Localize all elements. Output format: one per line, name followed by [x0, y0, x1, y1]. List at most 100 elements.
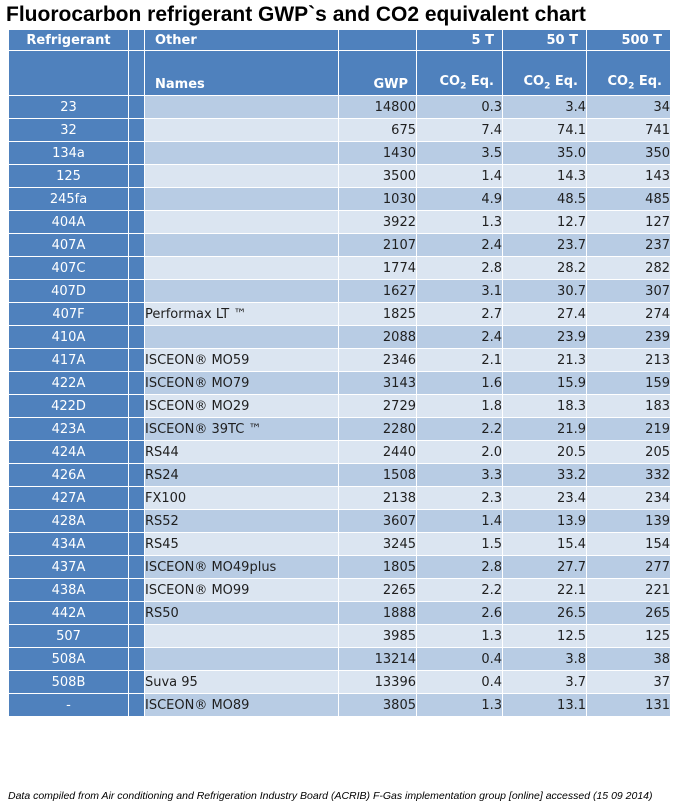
source-footnote: Data compiled from Air conditioning and …: [8, 790, 653, 802]
table-row: 23 14800 0.3 3.4 34: [8, 95, 671, 119]
gwp-cell: 2280: [338, 417, 417, 441]
co2-eq-5t-cell: 2.2: [416, 578, 503, 602]
spacer-column: [128, 440, 145, 464]
co2-eq-500t-cell: 205: [586, 440, 671, 464]
refrigerant-cell: 407A: [8, 233, 129, 257]
spacer-column: [128, 256, 145, 280]
co2-eq-5t-cell: 2.1: [416, 348, 503, 372]
co2-eq-5t-cell: 1.4: [416, 164, 503, 188]
co2-eq-50t-cell: 18.3: [502, 394, 587, 418]
co2-eq-50t-cell: 28.2: [502, 256, 587, 280]
co2-eq-500t-cell: 274: [586, 302, 671, 326]
spacer-column: [128, 118, 145, 142]
name-cell: ISCEON® 39TC ™: [144, 417, 339, 441]
refrigerant-cell: 423A: [8, 417, 129, 441]
co2-eq-500t-cell: 143: [586, 164, 671, 188]
refrigerant-cell: 404A: [8, 210, 129, 234]
spacer-column: [128, 325, 145, 349]
co2-eq-5t-cell: 2.8: [416, 555, 503, 579]
co2-eq-5t-cell: 3.5: [416, 141, 503, 165]
gwp-cell: 2265: [338, 578, 417, 602]
table-row: 407D 1627 3.1 30.7 307: [8, 279, 671, 303]
co2-eq-5t-cell: 2.0: [416, 440, 503, 464]
refrigerant-cell: -: [8, 693, 129, 717]
spacer-column: [128, 29, 145, 51]
gwp-cell: 3922: [338, 210, 417, 234]
gwp-cell: 13396: [338, 670, 417, 694]
spacer-column: [128, 463, 145, 487]
name-cell: ISCEON® MO89: [144, 693, 339, 717]
gwp-cell: 1825: [338, 302, 417, 326]
table-row: 407F Performax LT ™ 1825 2.7 27.4 274: [8, 302, 671, 326]
gwp-cell: 2729: [338, 394, 417, 418]
co2-eq-500t-cell: 125: [586, 624, 671, 648]
table-row: 407C 1774 2.8 28.2 282: [8, 256, 671, 280]
co2-eq-500t-cell: 741: [586, 118, 671, 142]
co2-eq-500t-cell: 219: [586, 417, 671, 441]
table-row: 507 3985 1.3 12.5 125: [8, 624, 671, 648]
refrigerant-cell: 438A: [8, 578, 129, 602]
name-cell: [144, 210, 339, 234]
table-row: 32 675 7.4 74.1 741: [8, 118, 671, 142]
refrigerant-cell: 428A: [8, 509, 129, 533]
spacer-column: [128, 164, 145, 188]
refrigerant-cell: 23: [8, 95, 129, 119]
gwp-cell: 3143: [338, 371, 417, 395]
spacer-column: [128, 509, 145, 533]
co2-eq-500t-cell: 127: [586, 210, 671, 234]
col-header-co2-eq-50t: CO2 Eq.: [502, 50, 587, 96]
co2-eq-50t-cell: 23.4: [502, 486, 587, 510]
gwp-cell: 1030: [338, 187, 417, 211]
name-cell: ISCEON® MO49plus: [144, 555, 339, 579]
table-row: 442A RS50 1888 2.6 26.5 265: [8, 601, 671, 625]
col-header-other: Other: [144, 29, 339, 51]
col-header-5t: 5 T: [416, 29, 503, 51]
name-cell: FX100: [144, 486, 339, 510]
co2-eq-5t-cell: 2.7: [416, 302, 503, 326]
co2-eq-50t-cell: 20.5: [502, 440, 587, 464]
refrigerant-cell: 245fa: [8, 187, 129, 211]
spacer-column: [128, 210, 145, 234]
name-cell: [144, 187, 339, 211]
co2-eq-50t-cell: 48.5: [502, 187, 587, 211]
spacer-column: [128, 670, 145, 694]
co2-eq-5t-cell: 1.5: [416, 532, 503, 556]
co2-eq-500t-cell: 139: [586, 509, 671, 533]
name-cell: ISCEON® MO59: [144, 348, 339, 372]
refrigerant-cell: 434A: [8, 532, 129, 556]
co2-eq-5t-cell: 0.4: [416, 647, 503, 671]
spacer-column: [128, 693, 145, 717]
table-row: 438A ISCEON® MO99 2265 2.2 22.1 221: [8, 578, 671, 602]
gwp-cell: 14800: [338, 95, 417, 119]
co2-eq-500t-cell: 37: [586, 670, 671, 694]
co2-eq-5t-cell: 0.3: [416, 95, 503, 119]
co2-eq-5t-cell: 2.4: [416, 325, 503, 349]
col-header-500t: 500 T: [586, 29, 671, 51]
table-row: 245fa 1030 4.9 48.5 485: [8, 187, 671, 211]
co2-eq-500t-cell: 34: [586, 95, 671, 119]
co2-eq-5t-cell: 1.3: [416, 693, 503, 717]
co2-eq-50t-cell: 23.9: [502, 325, 587, 349]
name-cell: ISCEON® MO29: [144, 394, 339, 418]
table-row: - ISCEON® MO89 3805 1.3 13.1 131: [8, 693, 671, 717]
name-cell: RS24: [144, 463, 339, 487]
gwp-cell: 2107: [338, 233, 417, 257]
gwp-cell: 3500: [338, 164, 417, 188]
name-cell: [144, 325, 339, 349]
co2-eq-500t-cell: 485: [586, 187, 671, 211]
co2-eq-5t-cell: 3.3: [416, 463, 503, 487]
co2-eq-500t-cell: 159: [586, 371, 671, 395]
co2-eq-50t-cell: 3.4: [502, 95, 587, 119]
col-header-co2-eq-500t: CO2 Eq.: [586, 50, 671, 96]
gwp-cell: 1430: [338, 141, 417, 165]
header-blank-cell: [8, 50, 129, 96]
spacer-column: [128, 95, 145, 119]
co2-eq-500t-cell: 154: [586, 532, 671, 556]
table-row: 424A RS44 2440 2.0 20.5 205: [8, 440, 671, 464]
co2-eq-50t-cell: 22.1: [502, 578, 587, 602]
col-header-names: Names: [144, 50, 339, 96]
co2-eq-50t-cell: 13.9: [502, 509, 587, 533]
co2-eq-500t-cell: 277: [586, 555, 671, 579]
table-row: 410A 2088 2.4 23.9 239: [8, 325, 671, 349]
co2-eq-5t-cell: 1.3: [416, 210, 503, 234]
